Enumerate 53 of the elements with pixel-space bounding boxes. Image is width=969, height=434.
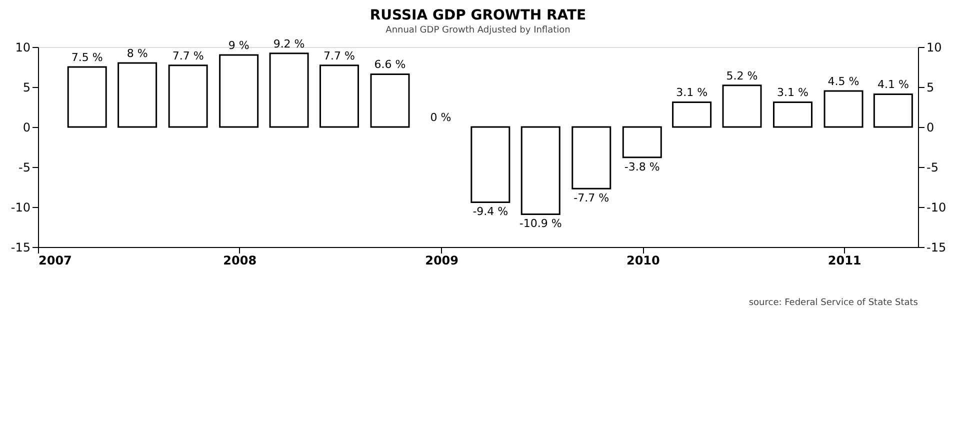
x-tick-label: 2008 (223, 254, 257, 268)
data-label: 6.6 % (374, 58, 406, 72)
bar (572, 126, 612, 190)
bar (722, 84, 762, 128)
data-label: 0 % (430, 111, 452, 124)
bar (773, 101, 813, 128)
data-label: 9 % (228, 39, 250, 52)
bar (67, 66, 107, 128)
bar (520, 126, 560, 215)
data-label: 4.5 % (828, 75, 860, 88)
x-tick-label: 2011 (828, 254, 862, 268)
y-tick-label: 5 (22, 80, 30, 94)
data-label: -3.8 % (624, 160, 660, 174)
bar (168, 64, 208, 128)
y2-tick-label: -5 (926, 160, 938, 174)
y2-tick-label: 0 (926, 120, 934, 134)
y-tick-label: -5 (18, 160, 30, 174)
x-tick-label: 2007 (38, 254, 72, 268)
data-label: -9.4 % (472, 205, 508, 218)
x-tick-label: 2010 (626, 254, 660, 268)
data-label: 9.2 % (273, 37, 305, 50)
y2-tick-label: -15 (926, 240, 946, 254)
bar (873, 93, 913, 128)
data-label: 8 % (126, 47, 148, 60)
y-tick-label: -15 (10, 240, 30, 254)
bar (470, 126, 510, 203)
x-tick-label: 2009 (425, 254, 459, 268)
data-label: 7.7 % (324, 49, 355, 62)
bar (370, 73, 410, 128)
bar (622, 126, 662, 158)
source-note: source: Federal Service of State Stats (748, 298, 918, 308)
data-label: -10.9 % (519, 217, 562, 230)
data-label: 5.2 % (726, 69, 758, 82)
bar (824, 90, 864, 128)
data-label: 7.5 % (71, 51, 103, 64)
y-tick-label: 10 (15, 40, 30, 54)
chart-subtitle: Annual GDP Growth Adjusted by Inflation (386, 25, 570, 36)
chart-title: RUSSIA GDP GROWTH RATE (370, 7, 586, 24)
bar (118, 62, 158, 128)
y2-tick-label: 5 (926, 80, 934, 94)
data-label: 4.1 % (877, 78, 909, 92)
y-tick-label: -10 (10, 200, 30, 214)
bar (219, 54, 259, 128)
data-label: 7.7 % (172, 49, 204, 62)
y2-tick-label: -10 (926, 200, 946, 214)
bar (319, 64, 359, 128)
bar (269, 52, 309, 128)
data-label: 3.1 % (777, 86, 808, 100)
y-tick-label: 0 (22, 120, 30, 134)
data-label: 3.1 % (676, 86, 708, 100)
data-label: -7.7 % (574, 192, 610, 205)
bar (672, 101, 712, 128)
y2-tick-label: 10 (926, 40, 942, 54)
